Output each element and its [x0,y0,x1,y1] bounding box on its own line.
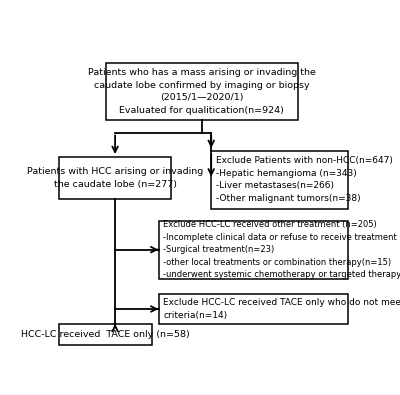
Text: HCC-LC received  TACE only (n=58): HCC-LC received TACE only (n=58) [22,330,190,339]
FancyBboxPatch shape [158,294,348,324]
FancyBboxPatch shape [106,62,298,120]
Text: Exclude HCC-LC received other treatment (n=205)
-Incomplete clinical data or ref: Exclude HCC-LC received other treatment … [163,220,400,279]
FancyBboxPatch shape [59,324,152,346]
Text: Exclude Patients with non-HCC(n=647)
-Hepatic hemangioma (n=343)
-Liver metastas: Exclude Patients with non-HCC(n=647) -He… [216,156,393,203]
FancyBboxPatch shape [158,221,348,278]
Text: Patients who has a mass arising or invading the
caudate lobe confirmed by imagin: Patients who has a mass arising or invad… [88,68,316,115]
Text: Patients with HCC arising or invading
the caudate lobe (n=277): Patients with HCC arising or invading th… [27,167,203,189]
FancyBboxPatch shape [59,157,171,199]
FancyBboxPatch shape [211,151,348,209]
FancyBboxPatch shape [41,38,369,361]
Text: Exclude HCC-LC received TACE only who do not meet inclusion
criteria(n=14): Exclude HCC-LC received TACE only who do… [163,298,400,320]
